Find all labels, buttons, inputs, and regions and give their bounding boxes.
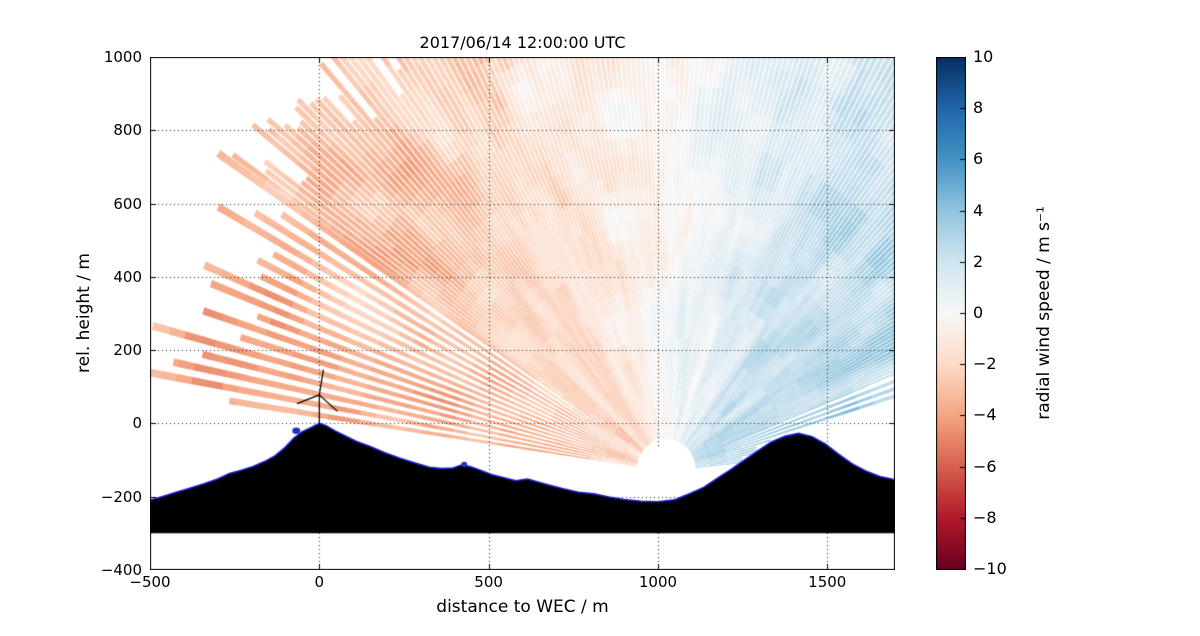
colorbar-tick-label: 8 [973,98,984,118]
y-tick-label: 0 [132,414,142,433]
x-tick-label: 1000 [638,573,678,591]
colorbar-tick-label: 0 [973,303,984,322]
x-tick-label: −500 [129,573,171,591]
x-axis-label: distance to WEC / m [436,597,609,617]
colorbar-canvas [936,57,966,570]
y-tick-label: 1000 [103,48,142,66]
colorbar-tick-label: 6 [973,149,984,169]
colorbar-tick-label: 10 [973,47,994,66]
y-tick-label: 200 [113,341,142,360]
y-tick-label: 800 [113,121,142,140]
colorbar-label: radial wind speed / m s⁻¹ [1034,206,1054,420]
y-tick-label: −200 [100,487,142,506]
x-tick-label: 0 [314,573,325,591]
colorbar-tick-label: −4 [973,405,997,425]
colorbar-tick-label: 2 [973,251,984,271]
colorbar-tick-label: 4 [973,200,984,220]
scan-plot-canvas [150,57,895,570]
y-tick-label: −400 [100,561,142,579]
colorbar-tick-label: −8 [973,507,997,527]
chart-title: 2017/06/14 12:00:00 UTC [419,33,626,52]
x-tick-label: 1500 [808,573,847,591]
colorbar-tick-label: −6 [973,456,997,476]
colorbar-tick-label: −10 [973,559,1007,578]
y-tick-label: 400 [113,267,142,286]
colorbar-tick-label: −2 [973,354,997,374]
x-tick-label: 500 [474,573,503,591]
y-tick-label: 600 [113,194,142,213]
